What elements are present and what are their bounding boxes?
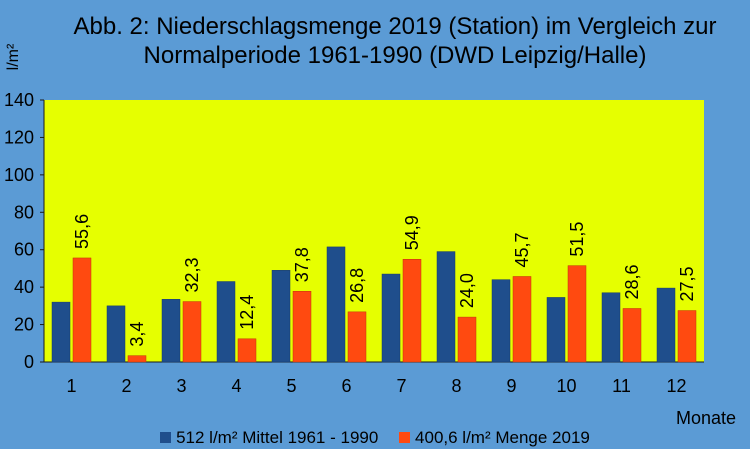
y-axis-label: l/m² xyxy=(5,43,22,71)
x-tick-label: 1 xyxy=(66,376,76,396)
data-label-series-2: 26,8 xyxy=(347,268,367,303)
x-tick-label: 11 xyxy=(612,376,631,396)
x-tick-label: 5 xyxy=(286,376,296,396)
x-axis-ticks: 1 2 3 4 5 6 7 8 9 10 11 12 xyxy=(66,376,686,396)
y-tick-label: 120 xyxy=(4,127,34,147)
data-labels: 55,6 3,4 32,3 12,4 37,8 26,8 54,9 24,0 45,7 51,5 2… xyxy=(72,214,697,347)
bar-series-1 xyxy=(271,270,291,363)
y-tick-label: 20 xyxy=(14,315,34,335)
y-tick-label: 0 xyxy=(24,352,34,372)
bar-series-1 xyxy=(216,281,236,363)
bar-series-1 xyxy=(601,292,621,363)
x-axis-label: Monate xyxy=(675,408,736,428)
x-tick-label: 12 xyxy=(666,376,686,396)
bar-series-1 xyxy=(381,273,401,363)
bar-series-2 xyxy=(72,257,92,363)
y-axis-ticks: 0 20 40 60 80 100 120 140 xyxy=(4,90,44,372)
legend-swatch-series-1 xyxy=(160,432,172,443)
data-label-series-2: 55,6 xyxy=(72,214,92,249)
x-tick-label: 10 xyxy=(556,376,576,396)
y-tick-label: 60 xyxy=(14,240,34,260)
bar-series-2 xyxy=(182,301,202,363)
legend-swatch-series-2 xyxy=(399,432,411,443)
chart-title-line-2: Normalperiode 1961-1990 (DWD Leipzig/Hal… xyxy=(143,42,647,69)
bar-series-1 xyxy=(546,297,566,363)
x-tick-label: 2 xyxy=(121,376,131,396)
x-tick-label: 8 xyxy=(451,376,461,396)
plot-area xyxy=(44,100,704,362)
legend-item-series-1: 512 l/m² Mittel 1961 - 1990 xyxy=(160,428,378,448)
bar-series-2 xyxy=(402,259,422,363)
data-label-series-2: 37,8 xyxy=(292,247,312,282)
legend-label-series-2: 400,6 l/m² Menge 2019 xyxy=(415,428,590,447)
data-label-series-2: 3,4 xyxy=(127,322,147,347)
bar-series-1 xyxy=(491,279,511,363)
bar-series xyxy=(51,246,697,363)
bar-series-2 xyxy=(292,291,312,363)
bar-series-2 xyxy=(347,311,367,363)
x-tick-label: 6 xyxy=(341,376,351,396)
bar-series-2 xyxy=(622,308,642,363)
legend-item-series-2: 400,6 l/m² Menge 2019 xyxy=(399,428,590,448)
bar-series-2 xyxy=(677,310,697,363)
y-tick-label: 140 xyxy=(4,90,34,110)
bar-series-2 xyxy=(567,265,587,363)
data-label-series-2: 27,5 xyxy=(677,266,697,301)
legend: 512 l/m² Mittel 1961 - 1990 400,6 l/m² M… xyxy=(0,428,750,448)
bar-series-1 xyxy=(106,305,126,363)
data-label-series-2: 54,9 xyxy=(402,215,422,250)
bar-series-1 xyxy=(161,299,181,363)
y-tick-label: 80 xyxy=(14,202,34,222)
data-label-series-2: 51,5 xyxy=(567,222,587,257)
bar-series-2 xyxy=(457,316,477,363)
bar-series-2 xyxy=(237,338,257,363)
data-label-series-2: 45,7 xyxy=(512,232,532,267)
bar-series-1 xyxy=(326,246,346,363)
x-tick-label: 9 xyxy=(506,376,516,396)
data-label-series-2: 12,4 xyxy=(237,295,257,330)
bar-series-2 xyxy=(127,355,147,363)
legend-label-series-1: 512 l/m² Mittel 1961 - 1990 xyxy=(176,428,379,447)
bar-series-1 xyxy=(656,287,676,363)
bar-series-2 xyxy=(512,276,532,363)
y-tick-label: 40 xyxy=(14,277,34,297)
x-tick-label: 4 xyxy=(231,376,241,396)
bar-series-1 xyxy=(436,251,456,363)
chart-title-line-1: Abb. 2: Niederschlagsmenge 2019 (Station… xyxy=(73,13,717,40)
data-label-series-2: 24,0 xyxy=(457,273,477,308)
data-label-series-2: 28,6 xyxy=(622,264,642,299)
data-label-series-2: 32,3 xyxy=(182,258,202,293)
x-tick-label: 3 xyxy=(176,376,186,396)
bar-series-1 xyxy=(51,301,71,363)
y-tick-label: 100 xyxy=(4,165,34,185)
x-tick-label: 7 xyxy=(396,376,406,396)
